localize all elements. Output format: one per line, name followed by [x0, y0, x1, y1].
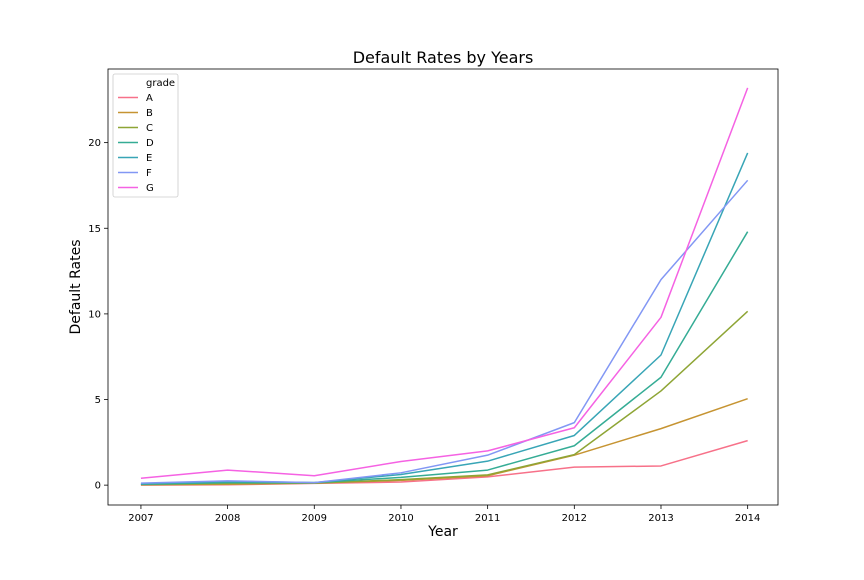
x-tick-label-2010: 2010 — [388, 513, 413, 524]
legend-label-F: F — [146, 168, 152, 179]
y-tick-label-10: 10 — [88, 309, 101, 320]
legend-label-D: D — [146, 138, 154, 149]
series-line-B — [140, 397, 748, 486]
series-line-D — [140, 231, 749, 486]
plot-frame — [107, 68, 779, 506]
legend-title: grade — [146, 78, 175, 89]
series-line-F — [140, 179, 749, 484]
x-tick-label-2013: 2013 — [648, 513, 673, 524]
x-tick-label-2012: 2012 — [562, 513, 587, 524]
legend-label-G: G — [146, 183, 154, 194]
x-tick-label-2008: 2008 — [215, 513, 240, 524]
legend-label-E: E — [146, 153, 152, 164]
legend-box — [112, 73, 179, 198]
series-layer — [140, 87, 749, 486]
series-line-C — [140, 310, 749, 486]
y-tick-label-5: 5 — [95, 395, 101, 406]
x-tick-label-2014: 2014 — [735, 513, 760, 524]
y-tick-label-15: 15 — [88, 224, 101, 235]
legend-label-C: C — [146, 123, 153, 134]
x-tick-label-2009: 2009 — [302, 513, 327, 524]
axes-layer: 2007 2008 2009 2010 2011 2012 2013 2014 0 5 10 15 20 — [88, 138, 760, 524]
x-axis-label: Year — [427, 524, 458, 540]
series-line-G — [140, 87, 749, 480]
y-tick-label-20: 20 — [88, 138, 101, 149]
series-line-E — [140, 152, 749, 485]
x-tick-label-2011: 2011 — [475, 513, 500, 524]
legend-label-A: A — [146, 93, 153, 104]
y-axis-label: Default Rates — [68, 240, 84, 335]
chart-title: Default Rates by Years — [353, 48, 534, 67]
legend-label-B: B — [146, 108, 153, 119]
x-tick-label-2007: 2007 — [128, 513, 153, 524]
y-tick-label-0: 0 — [95, 481, 101, 492]
